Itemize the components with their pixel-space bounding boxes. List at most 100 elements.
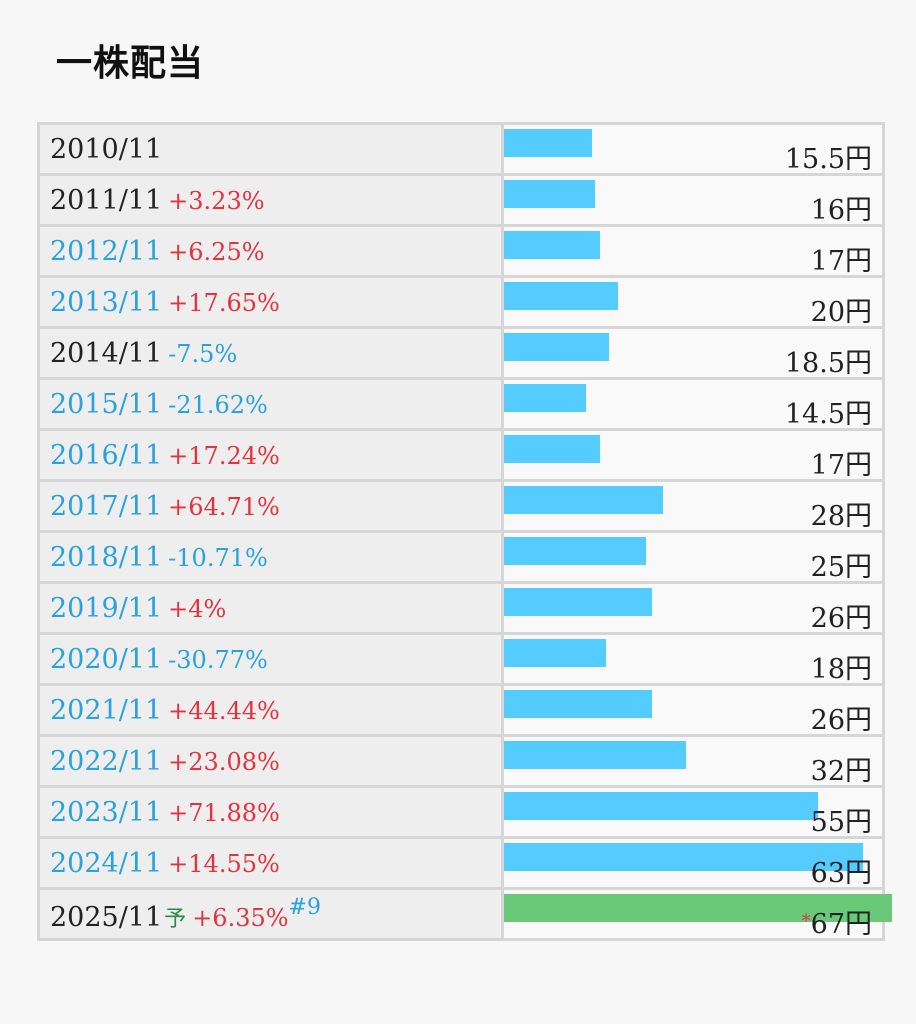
change-percent: +23.08% [168, 747, 280, 776]
period-link[interactable]: 2018/11 [50, 541, 163, 573]
dividend-bar [504, 588, 652, 616]
table-row: 2014/11 -7.5% 18.5円 [38, 326, 884, 380]
table-row: 2017/11 +64.71% 28円 [38, 479, 884, 533]
date-cell: 2024/11 +14.55% [38, 836, 504, 890]
period-link[interactable]: 2023/11 [50, 796, 163, 828]
period-link[interactable]: 2016/11 [50, 439, 163, 471]
change-percent: +6.35% [192, 904, 289, 932]
table-row: 2022/11 +23.08% 32円 [38, 734, 884, 788]
period-link[interactable]: 2015/11 [50, 388, 163, 420]
period-link[interactable]: 2021/11 [50, 694, 163, 726]
date-cell: 2019/11 +4% [38, 581, 504, 635]
forecast-asterisk: * [801, 911, 811, 932]
bar-cell: 55円 [502, 785, 884, 839]
period-link[interactable]: 2019/11 [50, 592, 163, 624]
dividend-bar [504, 690, 652, 718]
bar-cell: 25円 [502, 530, 884, 584]
dividend-amount: 63円 [811, 851, 872, 890]
dividend-bar [504, 231, 600, 259]
table-row: 2021/11 +44.44% 26円 [38, 683, 884, 737]
period-link[interactable]: 2017/11 [50, 490, 163, 522]
period-link[interactable]: 2020/11 [50, 643, 163, 675]
change-percent: -21.62% [168, 390, 268, 419]
dividend-amount-text: 17円 [810, 450, 872, 481]
table-row: 2013/11 +17.65% 20円 [38, 275, 884, 329]
dividend-amount-text: 17円 [810, 246, 872, 277]
change-percent: +14.55% [168, 849, 280, 878]
dividend-bar [504, 639, 606, 667]
dividend-bar [504, 180, 595, 208]
date-cell: 2020/11 -30.77% [38, 632, 504, 686]
bar-cell: 20円 [502, 275, 884, 329]
date-cell: 2017/11 +64.71% [38, 479, 504, 533]
dividend-amount: 32円 [811, 749, 872, 788]
dividend-amount: 18.5円 [785, 341, 872, 380]
dividend-bar [504, 384, 586, 412]
table-row: 2025/11予 +6.35%#9 *67円 [38, 887, 892, 941]
date-cell: 2021/11 +44.44% [38, 683, 504, 737]
change-percent: +71.88% [168, 798, 280, 827]
dividend-amount-text: 25円 [810, 552, 872, 583]
change-percent: +17.65% [168, 288, 280, 317]
period-label: 2025/11 [50, 902, 163, 933]
period-link[interactable]: 2013/11 [50, 286, 163, 318]
table-row: 2012/11 +6.25% 17円 [38, 224, 884, 278]
forecast-bar [504, 894, 892, 922]
period-label: 2011/11 [50, 184, 163, 216]
dividend-amount: 26円 [811, 698, 872, 737]
period-link[interactable]: 2022/11 [50, 745, 163, 777]
page-title: 一株配当 [56, 42, 205, 84]
change-percent: -7.5% [168, 339, 238, 368]
dividend-amount: 28円 [811, 494, 872, 533]
dividend-amount-text: 32円 [810, 756, 872, 787]
period-link[interactable]: 2024/11 [50, 847, 163, 879]
period-label: 2010/11 [50, 133, 163, 165]
dividend-bar [504, 129, 592, 157]
dividend-amount-text: 15.5円 [784, 144, 872, 175]
bar-cell: 18円 [502, 632, 884, 686]
dividend-amount-text: 63円 [810, 858, 872, 889]
date-cell: 2010/11 [38, 122, 504, 176]
date-cell: 2014/11 -7.5% [38, 326, 504, 380]
dividend-amount: 25円 [811, 545, 872, 584]
change-percent: +44.44% [168, 696, 280, 725]
change-percent: -10.71% [168, 543, 268, 572]
dividend-amount-text: 28円 [810, 501, 872, 532]
period-link[interactable]: 2012/11 [50, 235, 163, 267]
date-cell: 2025/11予 +6.35%#9 [38, 887, 504, 941]
dividend-amount-text: 14.5円 [784, 399, 872, 430]
bar-cell: 17円 [502, 428, 884, 482]
note-reference-link[interactable]: #9 [288, 895, 321, 920]
date-cell: 2018/11 -10.71% [38, 530, 504, 584]
dividend-amount: 17円 [811, 239, 872, 278]
dividend-bar [504, 843, 863, 871]
dividend-amount: 20円 [811, 290, 872, 329]
dividend-amount-text: 18円 [810, 654, 872, 685]
date-cell: 2023/11 +71.88% [38, 785, 504, 839]
date-cell: 2013/11 +17.65% [38, 275, 504, 329]
dividend-bar [504, 486, 663, 514]
change-percent: +6.25% [168, 237, 265, 266]
dividend-table: 2010/11 15.5円 2011/11 +3.23% 16円 2012/11 +6.25… [37, 122, 892, 941]
table-row: 2024/11 +14.55% 63円 [38, 836, 884, 890]
dividend-amount: 15.5円 [785, 137, 872, 176]
bar-cell: 63円 [502, 836, 884, 890]
dividend-amount: 26円 [811, 596, 872, 635]
date-cell: 2022/11 +23.08% [38, 734, 504, 788]
dividend-bar [504, 282, 618, 310]
date-cell: 2016/11 +17.24% [38, 428, 504, 482]
change-percent: +4% [168, 594, 227, 623]
period-label: 2014/11 [50, 337, 163, 369]
table-row: 2018/11 -10.71% 25円 [38, 530, 884, 584]
table-row: 2019/11 +4% 26円 [38, 581, 884, 635]
bar-cell: 28円 [502, 479, 884, 533]
dividend-amount-text: 18.5円 [784, 348, 872, 379]
date-cell: 2015/11 -21.62% [38, 377, 504, 431]
change-percent: +64.71% [168, 492, 280, 521]
dividend-bar [504, 537, 646, 565]
bar-cell: 15.5円 [502, 122, 884, 176]
bar-cell: 17円 [502, 224, 884, 278]
table-row: 2010/11 15.5円 [38, 122, 884, 176]
dividend-bar [504, 741, 686, 769]
bar-cell: 14.5円 [502, 377, 884, 431]
